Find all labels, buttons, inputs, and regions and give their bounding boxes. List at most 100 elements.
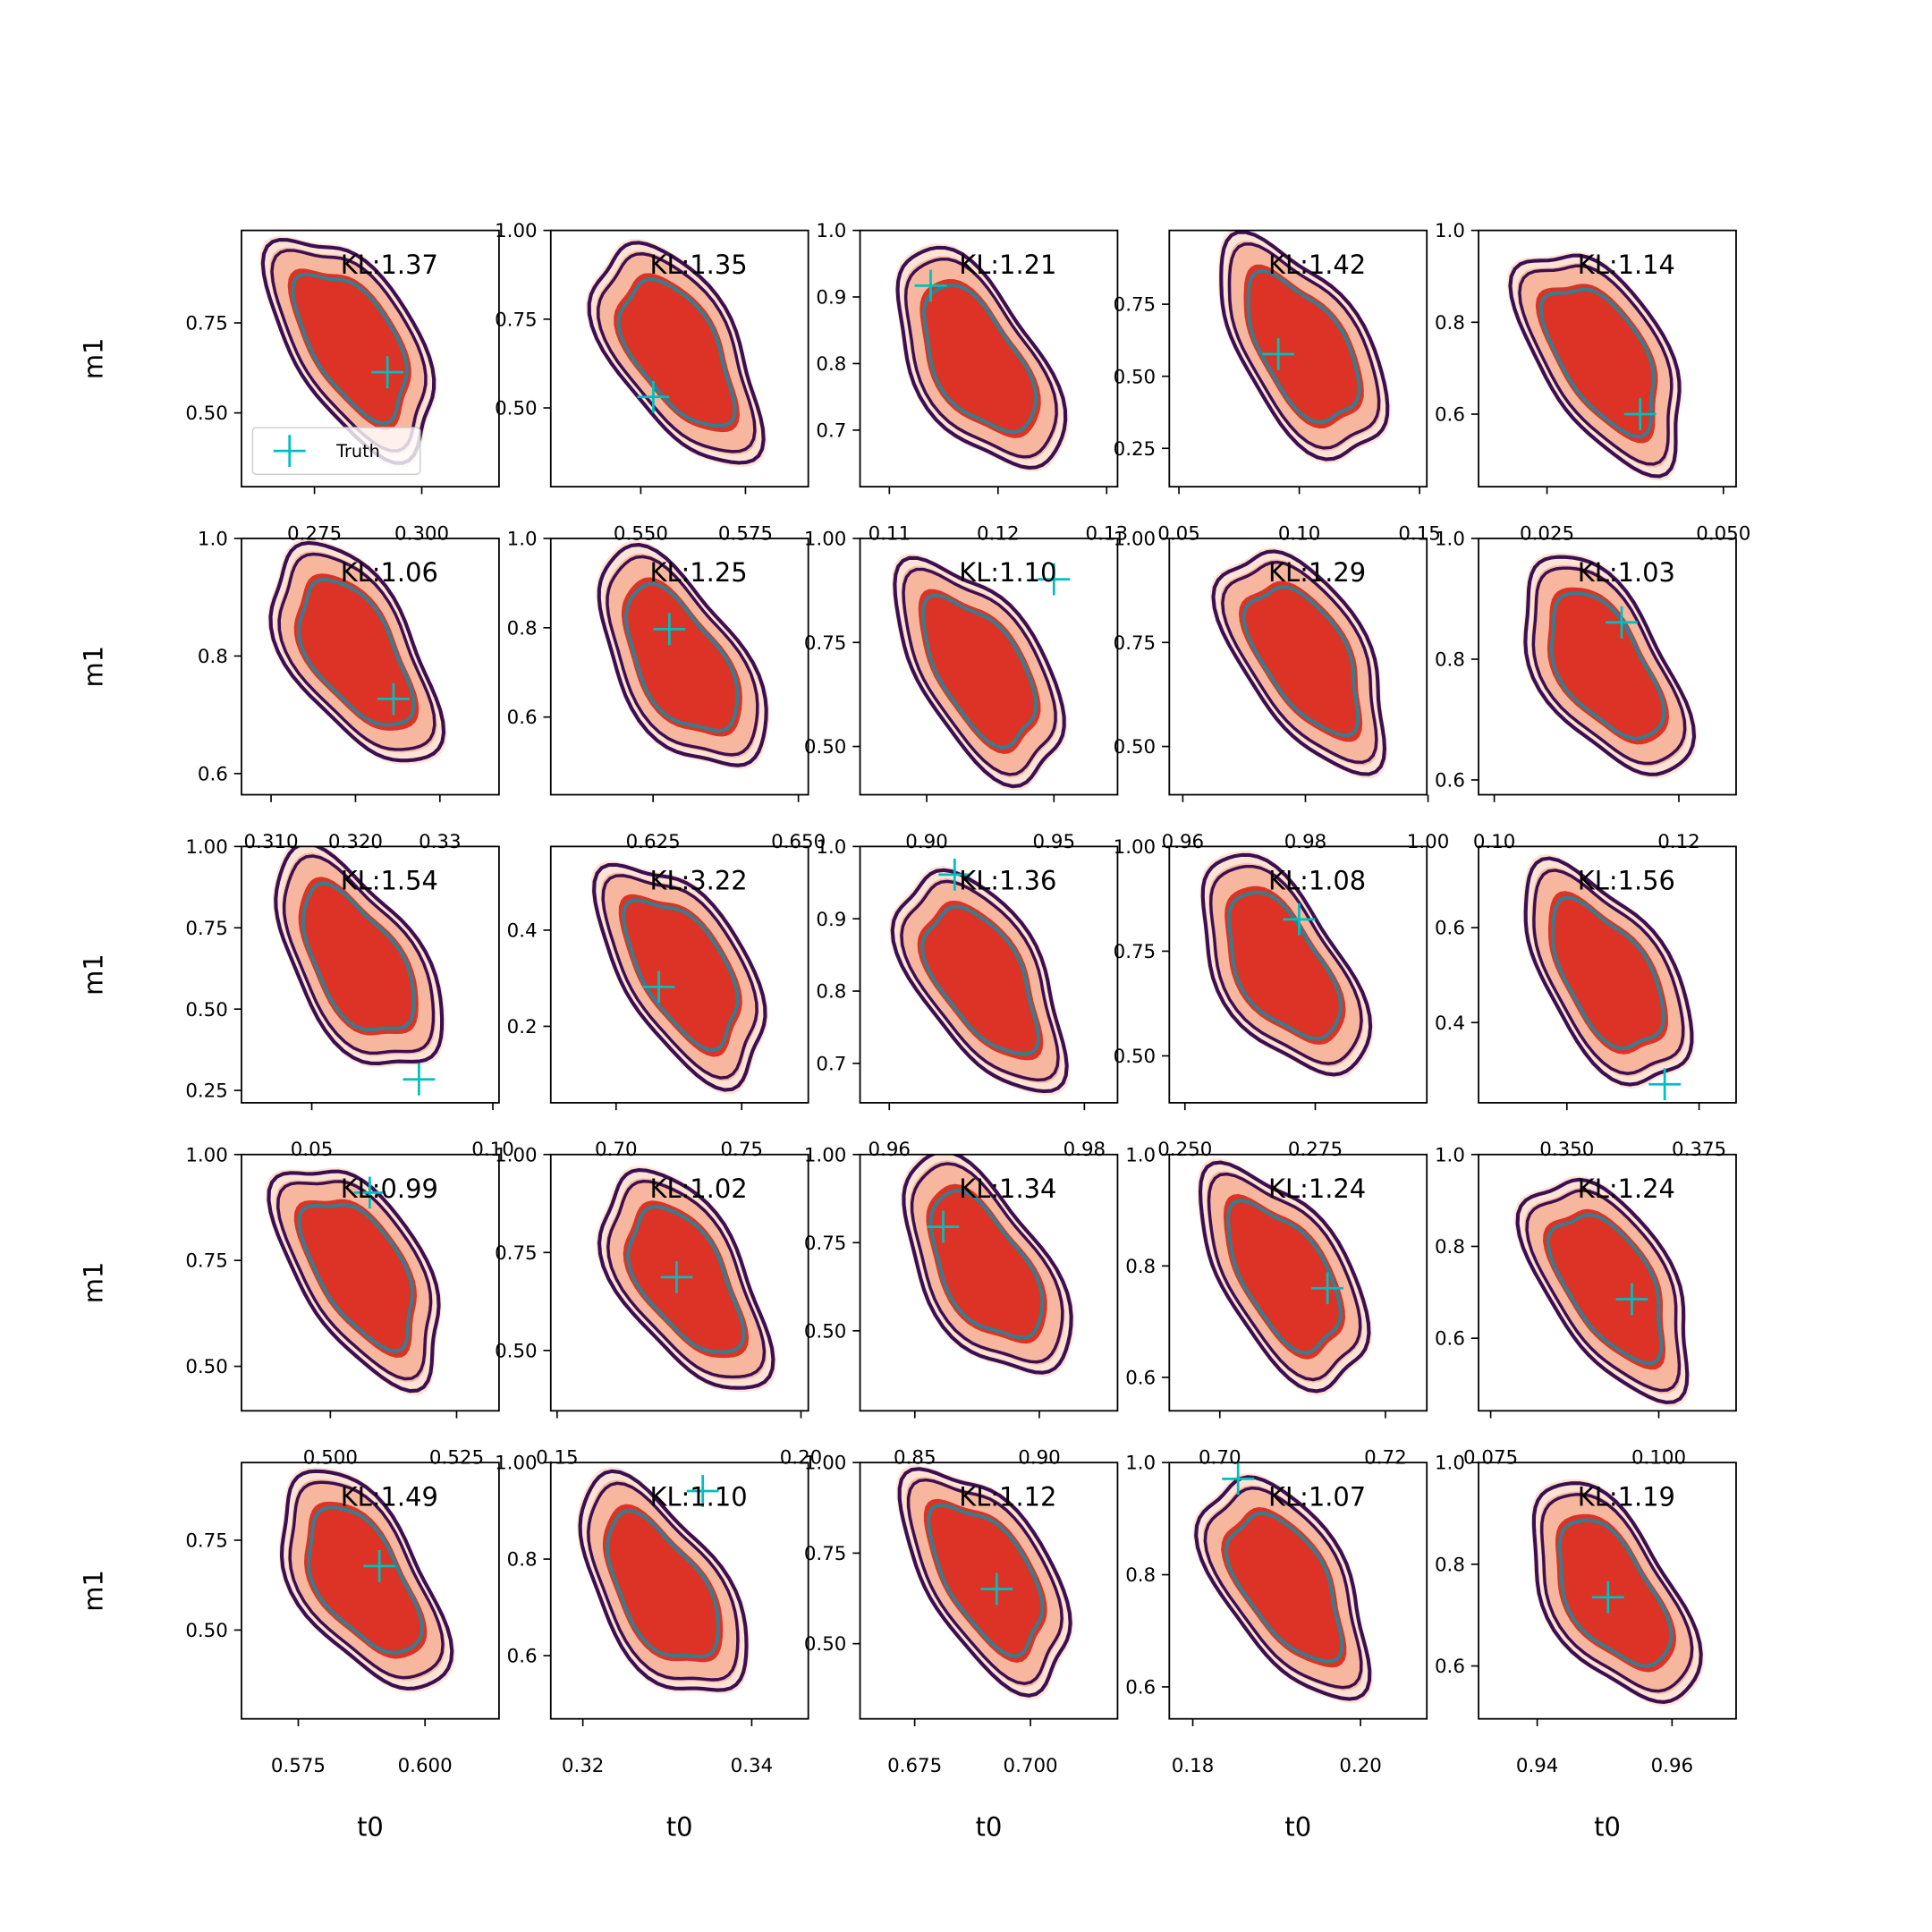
density-line <box>893 555 1066 789</box>
density-line <box>897 1467 1072 1698</box>
truth-marker <box>927 1210 960 1243</box>
x-tick-label: 0.300 <box>394 522 449 545</box>
x-axis-label: t0 <box>976 1812 1003 1843</box>
y-tick-label: 0.75 <box>1114 294 1157 317</box>
truth-marker <box>1606 606 1638 639</box>
y-tick-label: 0.50 <box>804 1633 847 1656</box>
y-tick-label: 0.6 <box>1125 1677 1156 1699</box>
density-line <box>920 593 1038 750</box>
density-contours <box>272 846 445 1068</box>
density-line <box>1208 864 1363 1065</box>
axes-frame <box>1168 229 1428 488</box>
y-tick-label: 0.7 <box>816 1053 846 1075</box>
axes-frame <box>1168 845 1428 1104</box>
density-line <box>1546 1213 1664 1366</box>
x-tick-label: 0.95 <box>1033 831 1076 853</box>
x-tick-label: 0.700 <box>1004 1755 1058 1777</box>
x-axis-label: t0 <box>1594 1812 1621 1843</box>
density-line <box>301 881 416 1032</box>
subplot <box>233 845 500 1111</box>
truth-marker <box>914 269 947 302</box>
annotation: KL:1.14 <box>1578 250 1675 280</box>
density-line <box>578 1469 749 1692</box>
axes-frame <box>549 1153 809 1412</box>
y-tick-label: 0.6 <box>1435 1656 1465 1678</box>
y-tick-label: 0.4 <box>1435 1013 1465 1035</box>
density-contours <box>1530 1479 1705 1707</box>
y-tick-label: 0.75 <box>185 1530 228 1553</box>
x-tick-label: 1.00 <box>1407 831 1450 853</box>
y-tick-label: 0.6 <box>1125 1367 1156 1389</box>
x-tick-label: 0.375 <box>1672 1139 1726 1161</box>
x-tick-label: 0.650 <box>771 831 826 853</box>
subplot <box>852 845 1119 1111</box>
truth-marker <box>402 1063 436 1096</box>
x-tick-label: 0.15 <box>1398 522 1441 545</box>
y-tick-label: 1.00 <box>495 1144 538 1166</box>
axes-frame <box>859 845 1119 1104</box>
density-line <box>587 241 766 465</box>
y-tick-label: 0.9 <box>816 909 846 931</box>
density-line <box>1246 268 1361 425</box>
x-tick-label: 0.15 <box>536 1447 579 1470</box>
y-tick-label: 0.75 <box>185 313 228 335</box>
density-line <box>928 1188 1045 1340</box>
x-tick-label: 0.575 <box>718 522 773 545</box>
legend-label: Truth <box>335 441 380 462</box>
subplot <box>1162 1153 1428 1419</box>
x-tick-label: 0.20 <box>780 1447 823 1470</box>
x-tick-label: 0.85 <box>894 1447 936 1470</box>
x-tick-label: 0.70 <box>595 1139 638 1161</box>
axes-frame <box>549 538 809 796</box>
y-tick-label: 0.8 <box>1435 649 1465 672</box>
density-contours <box>596 1165 777 1393</box>
density-fill <box>917 900 1044 1061</box>
density-line <box>282 854 436 1055</box>
axes-frame <box>241 538 500 796</box>
y-tick-label: 1.00 <box>1114 836 1157 859</box>
truth-marker <box>980 1572 1013 1606</box>
x-axis-label: t0 <box>357 1812 384 1843</box>
x-tick-label: 0.675 <box>887 1755 942 1777</box>
subplot <box>1162 229 1428 495</box>
density-line <box>270 249 428 453</box>
axes-frame <box>1168 1462 1428 1720</box>
density-line <box>1226 1199 1343 1355</box>
subplot <box>233 1462 500 1726</box>
density-line <box>902 567 1057 776</box>
y-tick-label: 0.8 <box>1435 312 1465 335</box>
x-tick-label: 0.575 <box>271 1755 326 1777</box>
truth-marker <box>377 682 410 716</box>
density-contours <box>891 554 1068 791</box>
density-line <box>625 1205 746 1354</box>
density-line <box>597 542 768 767</box>
truth-marker <box>1038 563 1071 596</box>
x-tick-label: 0.075 <box>1463 1447 1518 1470</box>
density-line <box>1194 1475 1372 1701</box>
density-line <box>927 1503 1045 1658</box>
density-line <box>606 555 759 757</box>
x-tick-label: 0.96 <box>1162 831 1205 853</box>
density-line <box>1531 566 1687 766</box>
x-tick-label: 0.33 <box>419 831 462 853</box>
axes-frame <box>549 229 809 488</box>
y-tick-label: 1.0 <box>1435 220 1465 242</box>
truth-marker <box>1283 902 1316 936</box>
y-tick-label: 0.50 <box>804 1320 847 1343</box>
truth-marker <box>938 858 971 891</box>
annotation: KL:1.49 <box>341 1481 438 1512</box>
annotation: KL:0.99 <box>341 1174 438 1204</box>
annotation: KL:1.24 <box>1578 1174 1675 1204</box>
density-line <box>592 862 767 1092</box>
y-tick-label: 0.2 <box>507 1016 538 1038</box>
annotation: KL:1.35 <box>649 250 747 280</box>
density-line <box>1531 1481 1703 1705</box>
density-line <box>1203 1486 1363 1690</box>
y-tick-label: 0.50 <box>1114 366 1157 388</box>
subplot <box>543 845 809 1111</box>
annotation: KL:1.29 <box>1268 557 1366 588</box>
annotation: KL:1.36 <box>959 866 1056 896</box>
density-line <box>276 1180 433 1381</box>
density-line <box>616 277 737 428</box>
density-line <box>1241 585 1360 738</box>
